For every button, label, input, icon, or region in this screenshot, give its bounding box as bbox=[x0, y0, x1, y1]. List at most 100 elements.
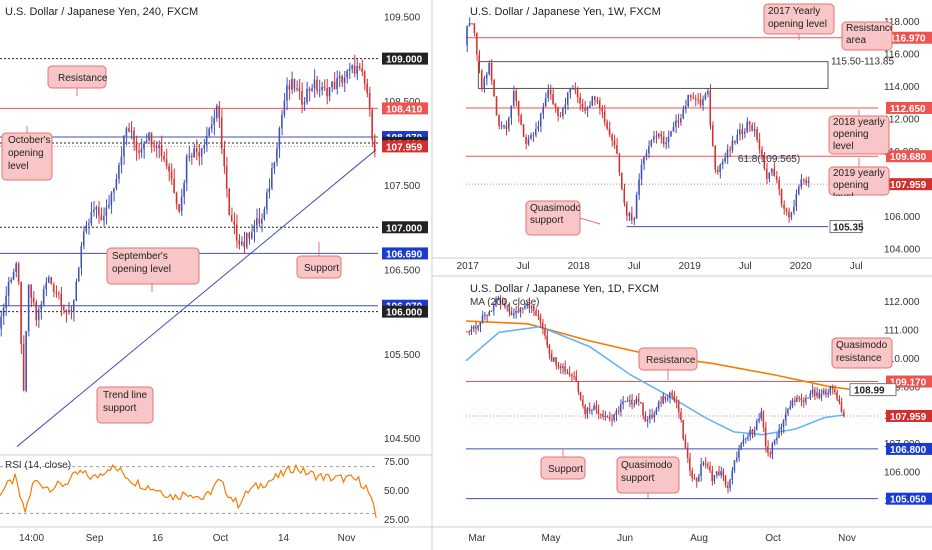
p2-candle-body bbox=[532, 135, 535, 137]
p2-candle-body bbox=[601, 108, 603, 112]
p1-y-tick-label: 107.500 bbox=[384, 181, 421, 192]
p3-candle-body bbox=[796, 397, 798, 402]
p2-zone-label: 115.50-113.85 bbox=[831, 57, 894, 68]
p2-candle-body bbox=[503, 125, 505, 127]
p2-candle-body bbox=[697, 99, 699, 101]
p3-candle-body bbox=[695, 478, 698, 482]
p3-candle-body bbox=[666, 397, 669, 400]
p1-candle-body bbox=[235, 224, 238, 241]
p3-candle-body bbox=[544, 328, 546, 336]
p1-candle-body bbox=[250, 231, 253, 239]
p1-candle-body bbox=[20, 282, 22, 344]
p1-candle-body bbox=[278, 128, 281, 149]
p1-tag-text: 107.000 bbox=[386, 223, 423, 234]
p3-candle-body bbox=[818, 392, 820, 398]
p2-candle-body bbox=[552, 94, 554, 104]
p1-x-tick-label: 14 bbox=[278, 533, 290, 544]
p2-candle-body bbox=[476, 32, 478, 55]
p3-candle-body bbox=[588, 408, 591, 411]
p2-candle-body bbox=[621, 172, 623, 189]
p2-candle-body bbox=[763, 157, 766, 169]
p3-candle-body bbox=[586, 408, 588, 415]
p3-candle-body bbox=[789, 406, 791, 409]
p3-candle-body bbox=[755, 420, 758, 430]
p2-annotation-quasimodo-support-text: Quasimodo support bbox=[530, 203, 580, 226]
p2-candle-body bbox=[660, 133, 662, 137]
p2-resistance-zone bbox=[477, 61, 829, 89]
p2-tag-text: 109.680 bbox=[890, 152, 927, 163]
p3-annotation-quasimodo-resistance: Quasimodo resistance bbox=[831, 337, 893, 369]
p2-candle-body bbox=[684, 106, 687, 110]
p3-candle-body bbox=[624, 401, 626, 403]
p2-candle-body bbox=[468, 23, 471, 27]
p3-candle-body bbox=[791, 400, 793, 407]
p1-candle-body bbox=[75, 281, 77, 301]
p2-candle-body bbox=[807, 180, 810, 183]
p1-tag-box bbox=[382, 52, 428, 65]
p3-candle-body bbox=[733, 460, 736, 471]
p2-candle-body bbox=[473, 23, 476, 33]
p1-candle-body bbox=[15, 263, 17, 272]
p3-x-tick-label: Aug bbox=[690, 533, 708, 544]
p1-candle-body bbox=[291, 78, 293, 90]
p3-candle-body bbox=[800, 398, 802, 401]
p3-candle-body bbox=[742, 439, 744, 445]
p1-candle-body bbox=[32, 297, 35, 303]
p3-tag-text: 106.800 bbox=[890, 445, 927, 456]
p2-candle-body bbox=[788, 211, 790, 218]
p1-candle-body bbox=[82, 231, 85, 246]
p1-candle-body bbox=[168, 165, 170, 172]
p2-candle-body bbox=[790, 212, 793, 218]
p3-candle-body bbox=[769, 453, 771, 455]
p2-candle-body bbox=[594, 96, 596, 101]
p1-candle-body bbox=[193, 148, 195, 158]
p1-candle-body bbox=[268, 188, 271, 193]
p1-candle-body bbox=[218, 105, 220, 118]
p2-x-tick-label: 2020 bbox=[790, 261, 813, 272]
p2-candle-body bbox=[606, 122, 608, 129]
p2-candle-body bbox=[589, 105, 591, 108]
p1-candle-body bbox=[256, 218, 258, 226]
p2-candle-body bbox=[672, 126, 675, 132]
p2-candle-body bbox=[549, 89, 552, 95]
p1-candle-body bbox=[321, 86, 323, 91]
p3-candle-body bbox=[486, 314, 488, 316]
p2-tag-box bbox=[886, 31, 932, 44]
p3-candle-body bbox=[579, 391, 582, 400]
p2-candle-body bbox=[731, 140, 734, 151]
p1-y-tick-label: 108.500 bbox=[384, 97, 421, 108]
p1-annotation-support: Support bbox=[296, 242, 342, 279]
p2-x-tick-label: Jul bbox=[739, 261, 752, 272]
p2-candle-body bbox=[613, 140, 616, 145]
p2-candle-body bbox=[687, 94, 689, 107]
p1-x-tick-label: Oct bbox=[213, 533, 229, 544]
p1-candle-body bbox=[303, 102, 306, 105]
p1-candle-body bbox=[118, 165, 120, 179]
p3-candle-body bbox=[597, 409, 600, 414]
p2-candle-body bbox=[586, 107, 589, 111]
p3-annotation-quasimodo-support-text: Quasimodo support bbox=[621, 460, 673, 484]
p2-candle-body bbox=[495, 96, 498, 116]
p3-candle-body bbox=[637, 398, 640, 403]
p3-candle-body bbox=[568, 372, 571, 375]
p3-candle-body bbox=[553, 357, 555, 362]
p1-candle-body bbox=[67, 309, 70, 312]
p3-candle-body bbox=[479, 322, 481, 326]
p1-candle-body bbox=[273, 162, 276, 169]
p3-candle-body bbox=[738, 448, 740, 458]
p1-y-tick-label: 109.500 bbox=[384, 12, 421, 23]
p3-candle-body bbox=[811, 389, 814, 394]
p3-candle-body bbox=[573, 375, 575, 377]
p1-candle-body bbox=[135, 141, 138, 151]
p3-candle-body bbox=[677, 402, 680, 413]
p3-title: U.S. Dollar / Japanese Yen, 1D, FXCM bbox=[470, 283, 659, 295]
p1-candle-body bbox=[318, 90, 321, 92]
p1-annotation-trendline-support-text: Trend line support bbox=[103, 390, 148, 414]
p1-candle-body bbox=[185, 156, 188, 184]
p2-candle-body bbox=[581, 103, 584, 108]
p3-candle-body bbox=[831, 387, 834, 390]
p1-rsi-tick-label: 25.00 bbox=[384, 515, 409, 526]
p2-candle-body bbox=[584, 107, 586, 111]
p3-candle-body bbox=[577, 381, 579, 392]
